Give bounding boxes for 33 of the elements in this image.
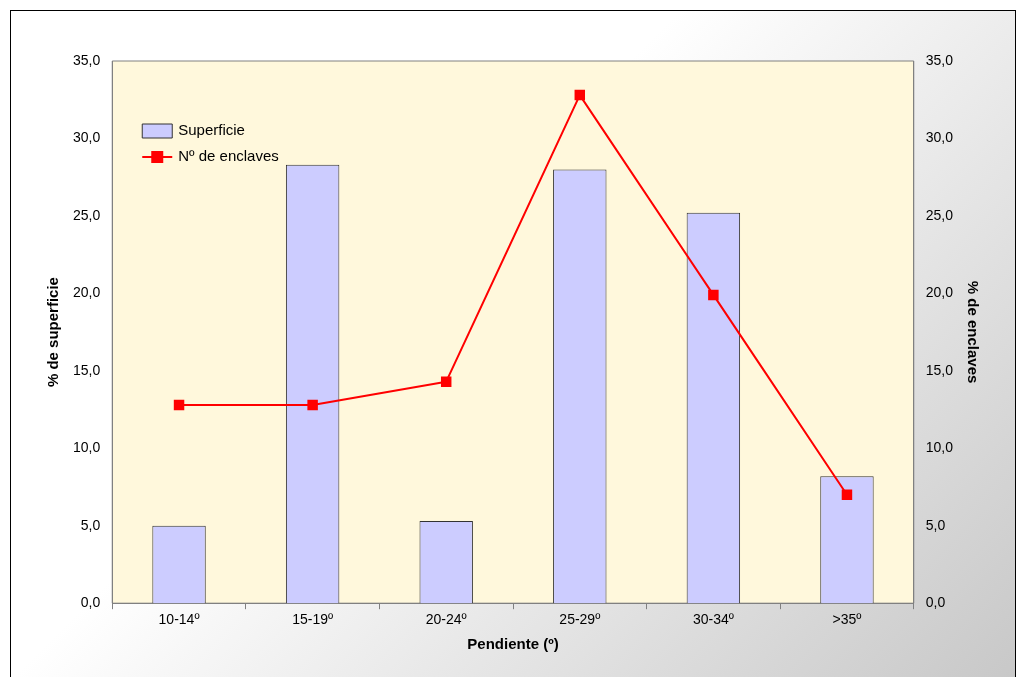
legend-label: Superficie	[178, 121, 245, 139]
y2-tick-label: 0,0	[925, 594, 946, 611]
y2-tick-label: 5,0	[925, 516, 946, 533]
y2-tick-label: 20,0	[925, 284, 954, 301]
y-tick-label: 30,0	[73, 129, 101, 146]
point	[307, 399, 318, 411]
point	[173, 399, 185, 411]
y2-tick-label: 15,0	[925, 361, 954, 378]
point	[440, 376, 452, 387]
y2-tick-label: 30,0	[925, 129, 954, 146]
x-tick-label: 30-34º	[692, 611, 734, 628]
x-tick-label: >35º	[832, 611, 862, 628]
y-tick-label: 5,0	[80, 516, 101, 533]
y-tick-label: 20,0	[73, 284, 101, 301]
x-tick-label: 20-24º	[425, 611, 467, 628]
y-tick-label: 10,0	[73, 439, 101, 456]
x-tick-label: 10-14º	[158, 611, 200, 628]
y2-tick-label: 25,0	[925, 206, 954, 223]
y2-tick-label: 10,0	[925, 439, 954, 456]
point	[841, 489, 853, 500]
point	[708, 289, 719, 301]
x-tick-label: 25-29º	[559, 611, 601, 628]
y2-tick-label: 35,0	[925, 51, 954, 68]
y-tick-label: 0,0	[80, 594, 101, 611]
y-tick-label: 15,0	[73, 361, 101, 378]
legend-label: Nº de enclaves	[178, 147, 279, 165]
point	[574, 89, 586, 101]
x-axis-title: Pendiente (º)	[467, 635, 559, 653]
x-tick-label: 15-19º	[292, 611, 334, 628]
y-tick-label: 25,0	[73, 206, 101, 223]
y-axis-title: % de superficie	[44, 277, 62, 388]
y-tick-label: 35,0	[73, 51, 101, 68]
y2-axis-title: % de enclaves	[964, 280, 982, 384]
